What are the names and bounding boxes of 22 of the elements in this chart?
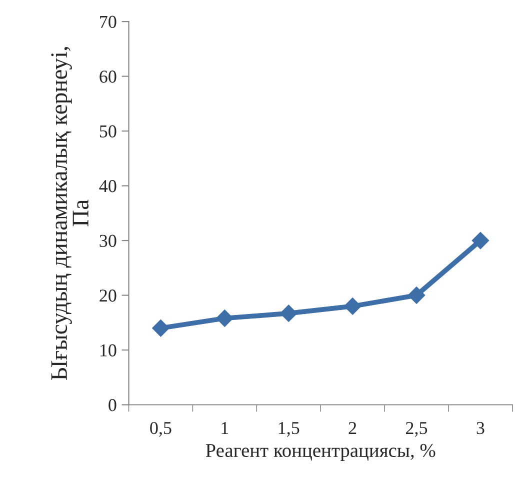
x-axis-title: Реагент концентрациясы, % [206, 444, 436, 461]
y-tick-label: 60 [100, 70, 116, 83]
y-tick-label: 20 [100, 290, 116, 302]
point [472, 232, 490, 250]
point [216, 310, 234, 327]
x-tick-label: 2,5 [406, 422, 428, 437]
point [152, 320, 170, 337]
y-tick-label: 50 [100, 125, 116, 138]
x-tick-label: 3 [476, 422, 484, 434]
point [344, 298, 362, 315]
y-tick-label: 30 [100, 234, 116, 247]
y-tick-label: 40 [99, 180, 116, 192]
y-tick-label: 0 [108, 399, 116, 412]
x-tick-label: 1,5 [278, 422, 300, 437]
x-tick-label: 2 [348, 422, 356, 434]
y-tick-label: 70 [100, 16, 116, 28]
x-tick-label: 1 [222, 422, 228, 434]
point [408, 286, 426, 304]
y-axis-title: Ығысудың динамикалық кернеуі, Па [51, 47, 89, 380]
point [280, 304, 298, 322]
x-tick-label: 0,5 [150, 422, 172, 437]
y-tick-label: 10 [100, 344, 116, 356]
